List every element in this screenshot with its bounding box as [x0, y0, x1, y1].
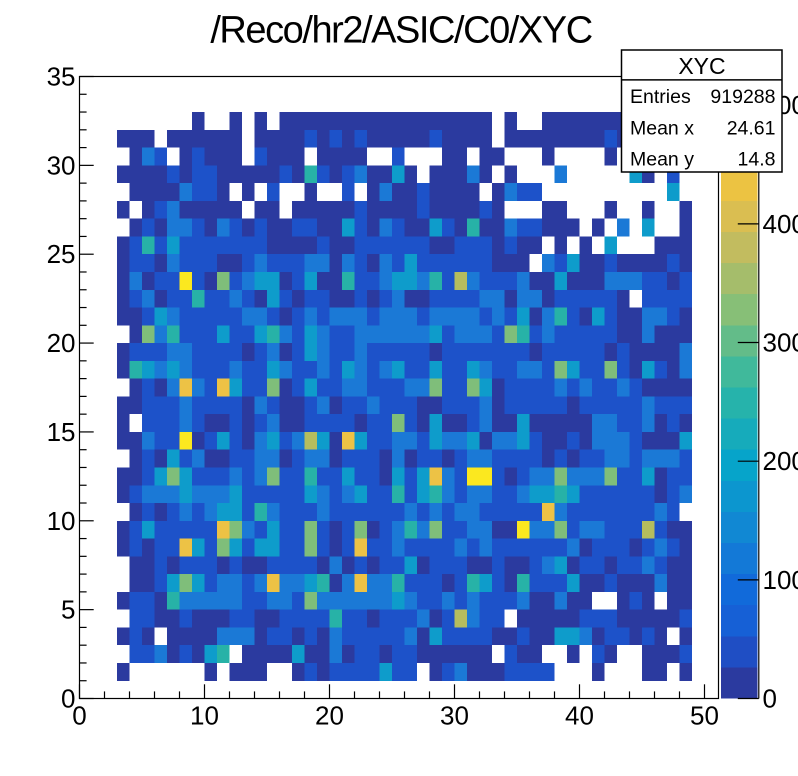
svg-text:24.61: 24.61	[727, 118, 776, 140]
svg-text:Mean y: Mean y	[630, 149, 694, 171]
svg-text:0: 0	[61, 684, 75, 714]
svg-text:100: 100	[763, 565, 798, 595]
svg-text:/Reco/hr2/ASIC/C0/XYC: /Reco/hr2/ASIC/C0/XYC	[210, 10, 591, 52]
svg-text:30: 30	[440, 701, 469, 731]
svg-text:25: 25	[47, 239, 76, 269]
svg-text:300: 300	[763, 328, 798, 358]
svg-text:XYC: XYC	[678, 53, 725, 79]
svg-text:Mean x: Mean x	[630, 118, 694, 140]
svg-text:14.8: 14.8	[738, 149, 776, 171]
svg-text:20: 20	[315, 701, 344, 731]
svg-text:400: 400	[763, 209, 798, 239]
svg-text:50: 50	[690, 701, 719, 731]
svg-text:200: 200	[763, 446, 798, 476]
svg-text:10: 10	[47, 506, 76, 536]
svg-text:20: 20	[47, 328, 76, 358]
svg-text:15: 15	[47, 417, 76, 447]
svg-text:40: 40	[565, 701, 594, 731]
svg-text:5: 5	[61, 595, 75, 625]
svg-text:10: 10	[190, 701, 219, 731]
svg-text:35: 35	[47, 62, 76, 92]
svg-text:0: 0	[72, 701, 86, 731]
svg-text:919288: 919288	[710, 86, 775, 108]
svg-text:0: 0	[763, 684, 777, 714]
svg-text:Entries: Entries	[630, 86, 691, 108]
svg-text:30: 30	[47, 150, 76, 180]
